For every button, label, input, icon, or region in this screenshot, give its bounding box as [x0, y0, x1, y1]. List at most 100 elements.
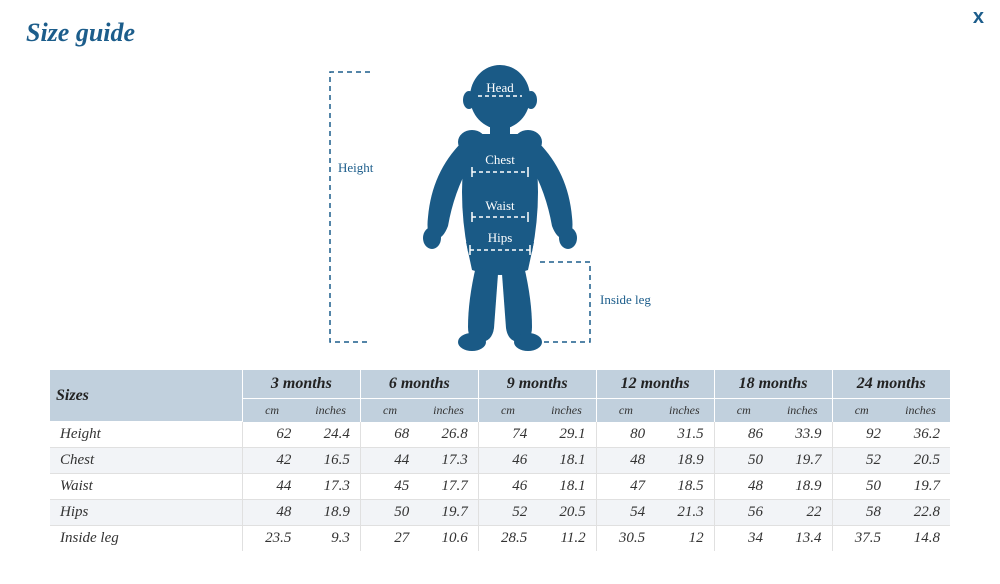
unit-cm: cm — [360, 398, 419, 422]
cell: 34 — [714, 526, 773, 552]
cell: 48 — [714, 474, 773, 500]
cell: 27 — [360, 526, 419, 552]
row-name: Height — [50, 422, 242, 448]
unit-in: inches — [773, 398, 832, 422]
cell: 56 — [714, 500, 773, 526]
cell: 80 — [596, 422, 655, 448]
cell: 13.4 — [773, 526, 832, 552]
cell: 48 — [596, 448, 655, 474]
table-body: Height 6224.4 6826.8 7429.1 8031.5 8633.… — [50, 422, 950, 552]
unit-in: inches — [419, 398, 478, 422]
inside-leg-label: Inside leg — [600, 292, 651, 307]
hips-label: Hips — [488, 230, 513, 245]
cell: 29.1 — [537, 422, 596, 448]
cell: 19.7 — [891, 474, 950, 500]
cell: 11.2 — [537, 526, 596, 552]
cell: 19.7 — [419, 500, 478, 526]
table-head: Sizes 3 months 6 months 9 months 12 mont… — [50, 370, 950, 422]
cell: 62 — [242, 422, 301, 448]
age-header: 24 months — [832, 370, 950, 398]
cell: 17.7 — [419, 474, 478, 500]
cell: 44 — [242, 474, 301, 500]
cell: 48 — [242, 500, 301, 526]
unit-in: inches — [655, 398, 714, 422]
cell: 23.5 — [242, 526, 301, 552]
cell: 50 — [714, 448, 773, 474]
age-header: 9 months — [478, 370, 596, 398]
age-header: 18 months — [714, 370, 832, 398]
body-diagram: Height Inside leg — [20, 42, 980, 362]
cell: 46 — [478, 448, 537, 474]
waist-label: Waist — [485, 198, 515, 213]
cell: 9.3 — [301, 526, 360, 552]
cell: 22.8 — [891, 500, 950, 526]
cell: 44 — [360, 448, 419, 474]
cell: 58 — [832, 500, 891, 526]
unit-cm: cm — [596, 398, 655, 422]
row-name: Inside leg — [50, 526, 242, 552]
cell: 12 — [655, 526, 714, 552]
cell: 52 — [478, 500, 537, 526]
age-header: 12 months — [596, 370, 714, 398]
cell: 28.5 — [478, 526, 537, 552]
height-guide — [330, 72, 370, 342]
table-row: Inside leg 23.59.3 2710.6 28.511.2 30.51… — [50, 526, 950, 552]
cell: 45 — [360, 474, 419, 500]
cell: 18.1 — [537, 474, 596, 500]
cell: 20.5 — [537, 500, 596, 526]
cell: 17.3 — [419, 448, 478, 474]
unit-cm: cm — [242, 398, 301, 422]
unit-cm: cm — [478, 398, 537, 422]
cell: 42 — [242, 448, 301, 474]
cell: 21.3 — [655, 500, 714, 526]
height-label: Height — [338, 160, 374, 175]
unit-cm: cm — [714, 398, 773, 422]
head-label: Head — [486, 80, 514, 95]
cell: 47 — [596, 474, 655, 500]
cell: 10.6 — [419, 526, 478, 552]
table-row: Waist 4417.3 4517.7 4618.1 4718.5 4818.9… — [50, 474, 950, 500]
cell: 18.9 — [301, 500, 360, 526]
cell: 46 — [478, 474, 537, 500]
cell: 18.9 — [655, 448, 714, 474]
cell: 18.9 — [773, 474, 832, 500]
age-header: 6 months — [360, 370, 478, 398]
cell: 22 — [773, 500, 832, 526]
chest-label: Chest — [485, 152, 515, 167]
unit-cm: cm — [832, 398, 891, 422]
cell: 33.9 — [773, 422, 832, 448]
cell: 37.5 — [832, 526, 891, 552]
cell: 74 — [478, 422, 537, 448]
size-table: Sizes 3 months 6 months 9 months 12 mont… — [50, 370, 950, 551]
unit-in: inches — [301, 398, 360, 422]
row-name: Waist — [50, 474, 242, 500]
cell: 36.2 — [891, 422, 950, 448]
cell: 31.5 — [655, 422, 714, 448]
cell: 24.4 — [301, 422, 360, 448]
cell: 16.5 — [301, 448, 360, 474]
unit-in: inches — [891, 398, 950, 422]
cell: 86 — [714, 422, 773, 448]
table-row: Hips 4818.9 5019.7 5220.5 5421.3 5622 58… — [50, 500, 950, 526]
cell: 18.1 — [537, 448, 596, 474]
table-row: Height 6224.4 6826.8 7429.1 8031.5 8633.… — [50, 422, 950, 448]
cell: 20.5 — [891, 448, 950, 474]
sizes-header: Sizes — [50, 370, 242, 422]
row-name: Chest — [50, 448, 242, 474]
cell: 18.5 — [655, 474, 714, 500]
cell: 30.5 — [596, 526, 655, 552]
cell: 19.7 — [773, 448, 832, 474]
close-icon[interactable]: x — [973, 6, 984, 29]
cell: 14.8 — [891, 526, 950, 552]
cell: 50 — [360, 500, 419, 526]
inside-leg-guide — [540, 262, 590, 342]
cell: 52 — [832, 448, 891, 474]
cell: 17.3 — [301, 474, 360, 500]
cell: 68 — [360, 422, 419, 448]
unit-in: inches — [537, 398, 596, 422]
table-row: Chest 4216.5 4417.3 4618.1 4818.9 5019.7… — [50, 448, 950, 474]
cell: 26.8 — [419, 422, 478, 448]
cell: 54 — [596, 500, 655, 526]
cell: 92 — [832, 422, 891, 448]
row-name: Hips — [50, 500, 242, 526]
